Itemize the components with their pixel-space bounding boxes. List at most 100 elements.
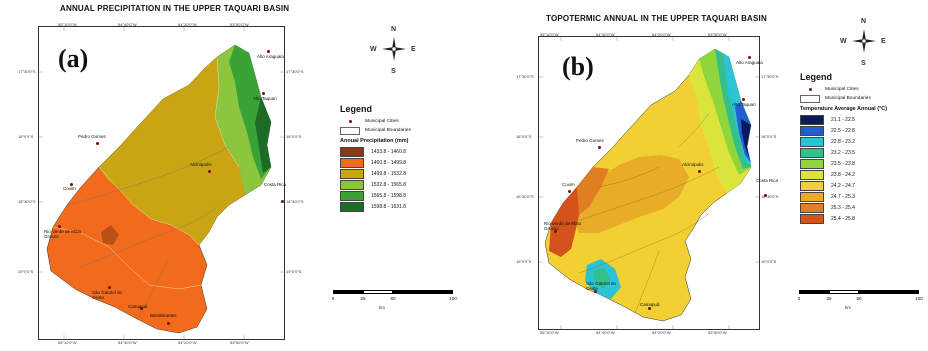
legend-swatch [340,179,364,190]
coord-label: 55°10'0"W [540,330,559,335]
legend-swatch [800,191,824,202]
legend-class-label: 23.8 - 24.2 [831,171,855,178]
scale-unit: km [845,305,851,310]
coord-label: 55°10'0"W [58,340,77,345]
city-label: Bandeirantes [150,313,177,318]
coord-label: 19°0'0"S [761,259,777,264]
boundary-icon [800,94,820,103]
city-label: Alto Araguaia [736,60,763,65]
legend-class-label: 24.7 - 25.3 [831,193,855,200]
legend-class-label: 1499.8 - 1532.8 [371,170,407,177]
legend-bounds-label: Municipal Boundaries [825,96,871,101]
map-title: TOPOTERMIC ANNUAL IN THE UPPER TAQUARI B… [546,14,767,23]
legend-swatch [800,202,824,213]
coord-label: 54°40'0"W [596,32,615,37]
scale-bar: 0 25 50 100 [797,290,923,304]
legend: Legend Municipal Cities Municipal Bounda… [340,104,411,212]
legend-class-row: 1532.8 - 1565.8 [340,179,411,190]
coord-label: 53°50'0"W [708,330,727,335]
panel-topotermic-annual: TOPOTERMIC ANNUAL IN THE UPPER TAQUARI B… [464,0,928,351]
legend-title: Legend [800,72,833,82]
legend-swatch [800,136,824,147]
legend-swatch [800,114,824,125]
coord-label: 54°40'0"W [596,330,615,335]
map-frame [538,36,760,330]
coord-label: 55°10'0"W [540,32,559,37]
panel-annual-precipitation: ANNUAL PRECIPITATION IN THE UPPER TAQUAR… [18,4,457,345]
coord-label: 18°0'0"S [286,134,302,139]
north-arrow-icon [377,32,411,66]
city-label: Alto Taquari [732,102,756,107]
legend-class-row: 1460.8 - 1499.8 [340,157,411,168]
coord-label: 53°50'0"W [230,22,249,27]
legend-class-label: 24.2 - 24.7 [831,182,855,189]
legend-class-row: 23.2 - 23.5 [800,147,887,158]
legend-bounds: Municipal Boundaries [800,94,887,103]
legend-class-label: 25.4 - 25.8 [831,215,855,222]
legend-class-row: 1433.8 - 1460.8 [340,146,411,157]
legend-class-row: 24.7 - 25.3 [800,191,887,202]
legend-class-label: 1433.8 - 1460.8 [371,148,407,155]
legend-swatch [800,125,824,136]
city-marker [598,146,601,149]
south-label: S [861,60,866,67]
scale-label: 0 [797,296,801,301]
legend-class-label: 21.1 - 22.5 [831,116,855,123]
city-label: São Gabriel do Oeste [586,281,617,291]
precipitation-map [39,27,284,339]
legend-swatch [800,213,824,224]
scale-label: 50 [390,296,396,301]
temperature-map [539,37,759,329]
scale-label: 100 [449,296,457,301]
legend-swatch [340,190,364,201]
coord-label: 19°0'0"S [18,269,34,274]
legend-class-row: 24.2 - 24.7 [800,180,887,191]
legend-cities: Municipal Cities [800,85,887,94]
coord-label: 17°30'0"S [516,74,534,79]
legend-class-row: 22.8 - 23.2 [800,136,887,147]
scale-label: 0 [331,296,335,301]
legend-swatch [800,158,824,169]
west-label: W [840,38,847,45]
coord-label: 18°30'0"S [286,199,304,204]
legend-swatch [340,146,364,157]
scale-label: 25 [360,296,366,301]
coord-label: 54°20'0"W [178,340,197,345]
legend-class-label: 1460.8 - 1499.8 [371,159,407,166]
city-label: Coxim [562,182,575,187]
legend-swatch [800,169,824,180]
legend-bounds: Municipal Boundaries [340,126,411,135]
boundary-icon [340,126,360,135]
coord-label: 53°50'0"W [230,340,249,345]
map-frame [38,26,285,340]
city-label: Pedro Gomes [78,134,106,139]
city-marker-icon [348,120,352,123]
city-marker [281,200,284,203]
coord-label: 54°20'0"W [178,22,197,27]
scale-label: 100 [915,296,923,301]
legend-class-label: 25.3 - 25.4 [831,204,855,211]
legend-class-row: 25.4 - 25.8 [800,213,887,224]
scale-bar: 0 25 50 100 [331,290,457,304]
legend-swatch [800,180,824,191]
scale-label: 25 [826,296,832,301]
city-marker [742,98,745,101]
legend-class-label: 22.8 - 23.2 [831,138,855,145]
city-marker [698,170,701,173]
panel-label: (a) [58,44,89,73]
north-label: N [391,26,397,33]
north-arrow-icon [847,24,881,58]
city-label: Pedro Gomes [576,138,604,143]
coord-label: 54°40'0"W [118,340,137,345]
city-marker [96,142,99,145]
coord-label: 18°0'0"S [18,134,34,139]
city-label: Alto Taquari [253,96,277,101]
coord-label: 55°10'0"W [58,22,77,27]
east-label: E [881,38,886,45]
legend-class-row: 22.5 - 22.8 [800,125,887,136]
city-label: Alto Araguaia [257,54,284,59]
city-marker [208,170,211,173]
legend-swatch [340,201,364,212]
city-marker-icon [808,88,812,91]
city-marker [648,307,651,310]
